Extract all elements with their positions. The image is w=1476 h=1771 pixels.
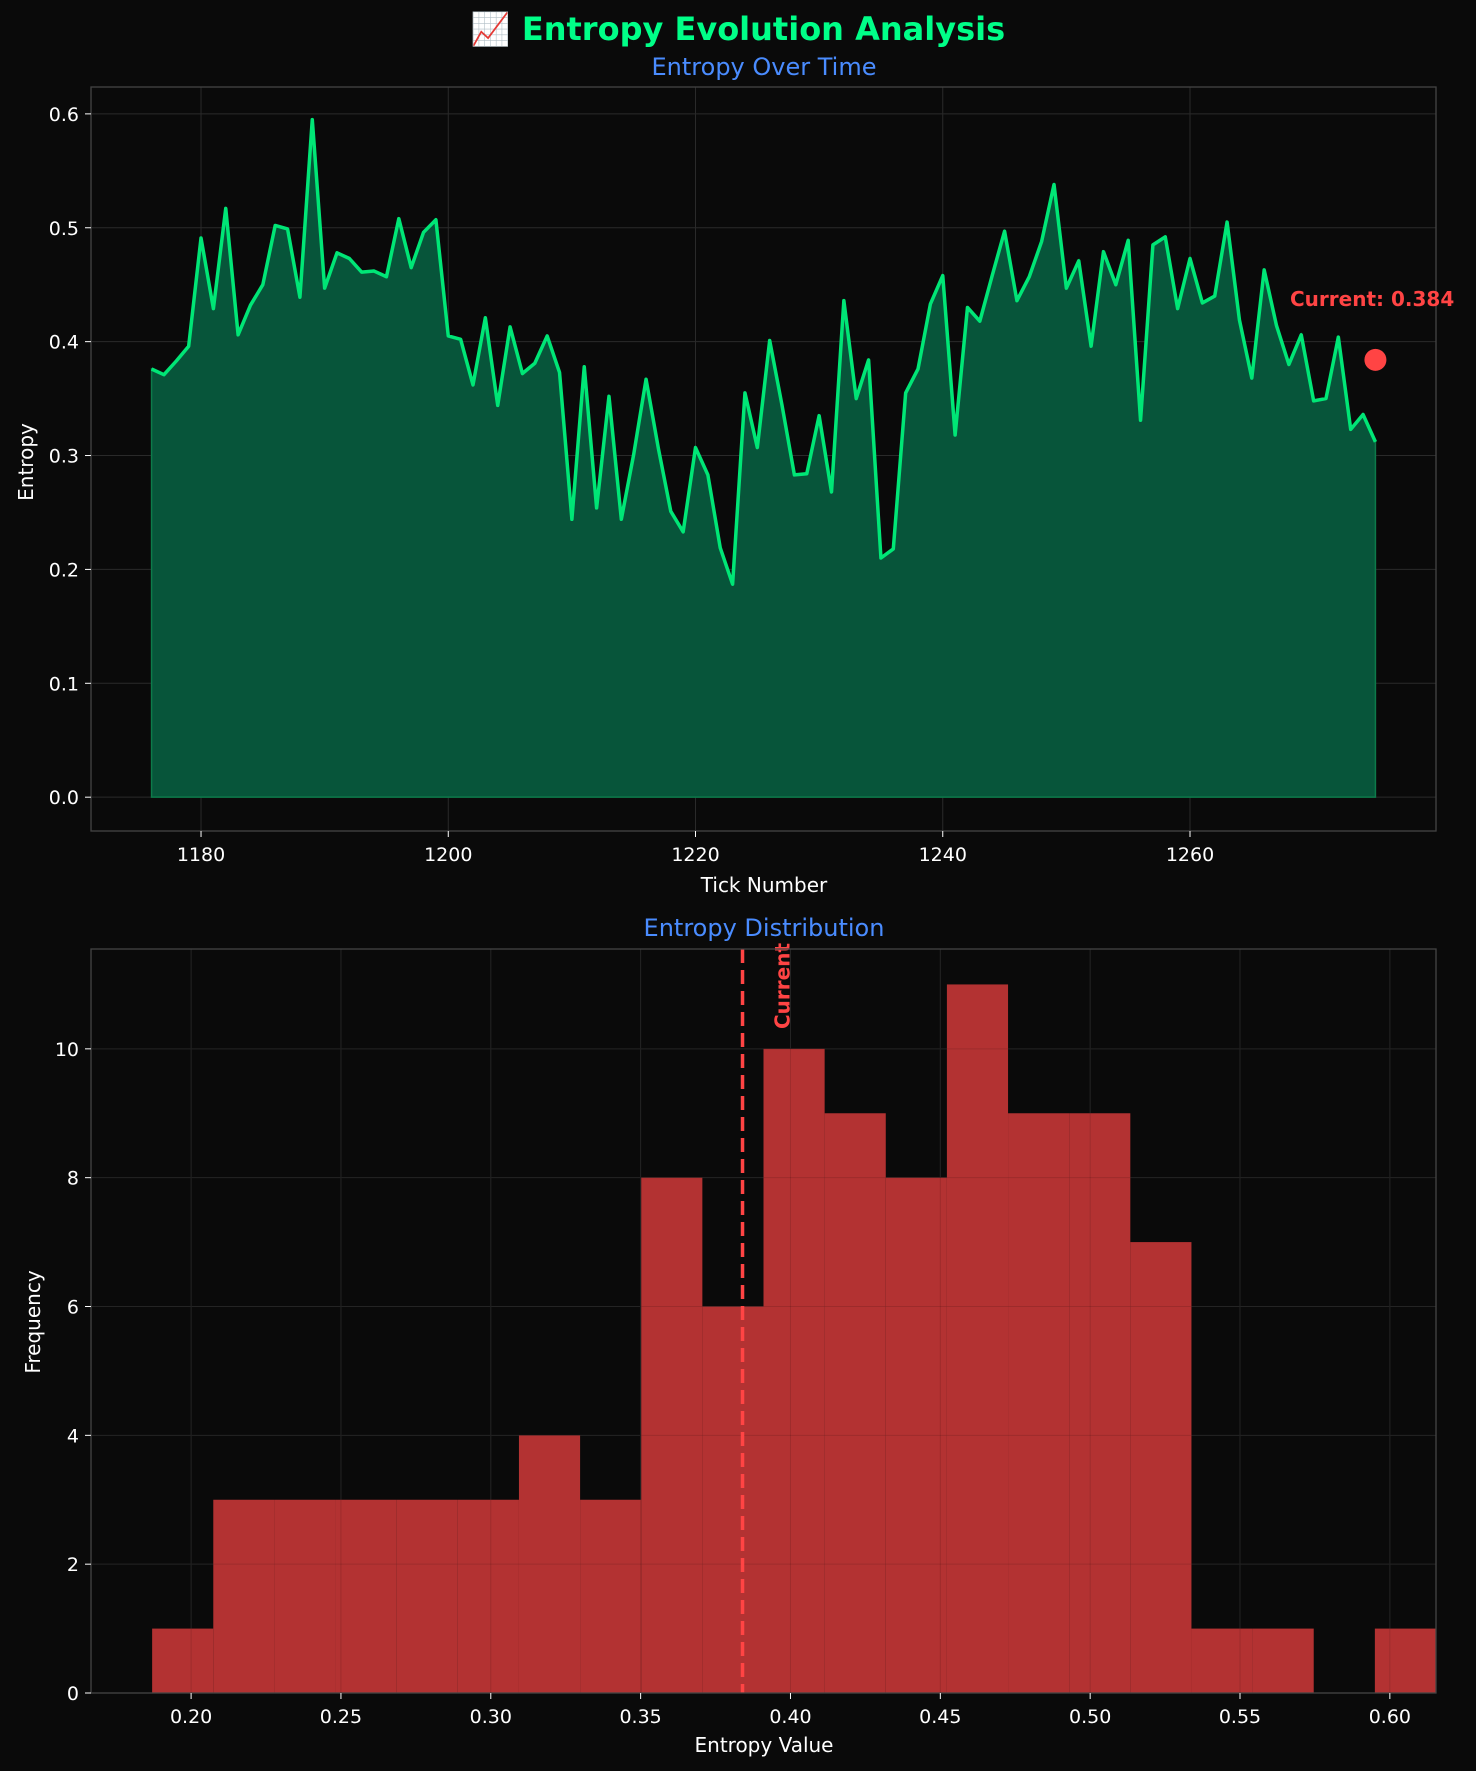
entropy-over-time-chart: Entropy Over Time 1180 1200 1220 1240 1260 0.… bbox=[14, 53, 1454, 897]
x-tick-label: 1220 bbox=[671, 844, 719, 866]
tick-labels: 0.20 0.25 0.30 0.35 0.40 0.45 0.50 0.55 0.60 0 2 4 6… bbox=[55, 1039, 1411, 1728]
x-tick-label: 1180 bbox=[177, 844, 225, 866]
histogram-bar bbox=[824, 1113, 886, 1693]
y-tick-label: 0.4 bbox=[49, 332, 79, 354]
x-tick-label: 1200 bbox=[424, 844, 472, 866]
histogram-bar bbox=[457, 1499, 519, 1693]
axes-frame bbox=[90, 86, 1437, 832]
histogram-bar bbox=[641, 1177, 703, 1693]
x-tick-label: 0.50 bbox=[1069, 1706, 1111, 1728]
x-tick-label: 0.20 bbox=[170, 1706, 212, 1728]
axes-frame bbox=[90, 948, 1437, 1694]
histogram-bar bbox=[763, 1048, 825, 1693]
histogram-bar bbox=[885, 1177, 947, 1693]
current-value-marker bbox=[1364, 348, 1387, 371]
x-tick-label: 0.45 bbox=[919, 1706, 961, 1728]
y-tick-label: 0.0 bbox=[49, 787, 79, 809]
y-tick-label: 0.1 bbox=[49, 673, 79, 695]
y-tick-label: 4 bbox=[67, 1425, 79, 1447]
x-tick-label: 0.25 bbox=[320, 1706, 362, 1728]
histogram-bar bbox=[396, 1499, 458, 1693]
y-tick-label: 2 bbox=[67, 1554, 79, 1576]
y-tick-label: 0.3 bbox=[49, 446, 79, 468]
tick-labels: 1180 1200 1220 1240 1260 0.0 0.1 0.2 0.3 0.4 0.5 0.… bbox=[49, 104, 1214, 866]
x-tick-label: 0.60 bbox=[1369, 1706, 1411, 1728]
histogram-bar bbox=[518, 1435, 581, 1693]
histogram-bar bbox=[1252, 1628, 1314, 1693]
histogram-bar bbox=[946, 984, 1009, 1693]
y-tick-label: 0.5 bbox=[49, 218, 79, 240]
histogram-bar bbox=[213, 1499, 275, 1693]
x-tick-label: 0.30 bbox=[470, 1706, 512, 1728]
x-tick-label: 0.35 bbox=[619, 1706, 661, 1728]
current-line-label: Current bbox=[771, 943, 795, 1029]
x-tick-label: 1260 bbox=[1166, 844, 1214, 866]
y-tick-label: 8 bbox=[67, 1168, 79, 1190]
figure-title: 📈 Entropy Evolution Analysis bbox=[471, 10, 1005, 48]
entropy-line bbox=[150, 117, 1378, 586]
histogram-bar bbox=[1008, 1113, 1070, 1693]
y-tick-label: 0.2 bbox=[49, 559, 79, 581]
chart-title: Entropy Distribution bbox=[644, 914, 885, 942]
x-tick-label: 0.55 bbox=[1219, 1706, 1261, 1728]
y-tick-label: 0 bbox=[67, 1683, 79, 1705]
y-tick-label: 0.6 bbox=[49, 104, 79, 126]
x-axis-label: Tick Number bbox=[700, 873, 828, 897]
histogram-bar bbox=[1191, 1628, 1253, 1693]
histogram-bar bbox=[1069, 1113, 1131, 1693]
y-axis-label: Entropy bbox=[14, 423, 38, 501]
current-value-annotation: Current: 0.384 bbox=[1290, 287, 1454, 311]
x-tick-label: 1240 bbox=[919, 844, 967, 866]
x-axis-label: Entropy Value bbox=[695, 1733, 834, 1757]
y-tick-label: 6 bbox=[67, 1297, 79, 1319]
histogram-bar bbox=[1130, 1242, 1192, 1693]
plot-area bbox=[150, 117, 1387, 798]
histogram-bar bbox=[702, 1306, 764, 1693]
histogram-bar bbox=[580, 1499, 642, 1693]
chart-title: Entropy Over Time bbox=[652, 53, 877, 81]
entropy-distribution-chart: Entropy Distribution Current 0.20 0.25 0.3… bbox=[21, 914, 1437, 1757]
histogram-bar bbox=[152, 1628, 214, 1693]
y-axis-label: Frequency bbox=[21, 1270, 45, 1373]
histogram-bar bbox=[274, 1499, 336, 1693]
histogram-bar bbox=[335, 1499, 397, 1693]
x-tick-label: 0.40 bbox=[769, 1706, 811, 1728]
histogram-bar bbox=[1374, 1628, 1436, 1693]
y-tick-label: 10 bbox=[55, 1039, 79, 1061]
plot-area: Current bbox=[91, 943, 1436, 1694]
